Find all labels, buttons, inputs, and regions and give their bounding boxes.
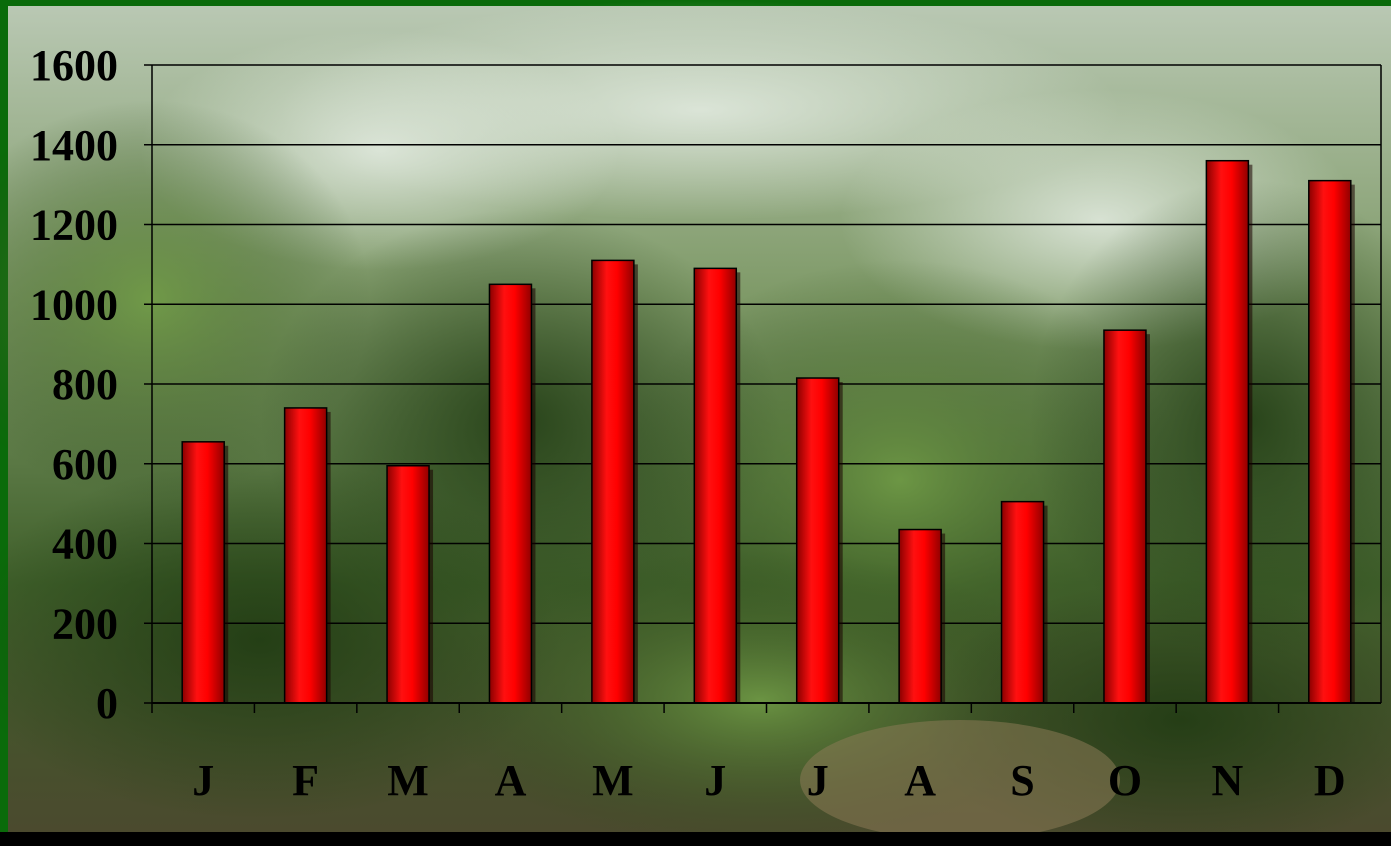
bar-1 xyxy=(283,407,328,704)
bar-10 xyxy=(1205,159,1250,704)
bar-2 xyxy=(386,464,430,704)
grid-lines xyxy=(152,64,1381,624)
y-tick-label: 1400 xyxy=(30,121,118,170)
bar-0 xyxy=(181,441,225,704)
axes xyxy=(144,64,1382,713)
y-axis-ticks: 0 200 400 600 800 1000 1200 1400 1600 xyxy=(30,41,118,728)
x-category-label: S xyxy=(1010,756,1034,805)
bar-4 xyxy=(591,259,635,704)
x-category-label: O xyxy=(1108,756,1142,805)
bar-6 xyxy=(795,377,840,704)
y-tick-label: 800 xyxy=(52,360,118,409)
bar-11 xyxy=(1308,179,1352,704)
x-category-label: J xyxy=(807,756,829,805)
y-tick-label: 600 xyxy=(52,440,118,489)
bars xyxy=(181,159,1355,704)
bar-8 xyxy=(1000,500,1045,704)
y-tick-label: 400 xyxy=(52,520,118,569)
x-category-label: J xyxy=(192,756,214,805)
x-category-label: F xyxy=(292,756,319,805)
bar-7 xyxy=(898,528,942,704)
x-category-label: A xyxy=(495,756,527,805)
x-category-label: D xyxy=(1314,756,1346,805)
y-tick-label: 1000 xyxy=(30,280,118,329)
y-tick-label: 1200 xyxy=(30,201,118,250)
x-category-label: M xyxy=(592,756,634,805)
bar-9 xyxy=(1103,329,1147,704)
x-category-label: A xyxy=(904,756,936,805)
x-category-label: M xyxy=(387,756,429,805)
bar-5 xyxy=(693,267,738,704)
x-category-label: J xyxy=(704,756,726,805)
bar-3 xyxy=(488,283,533,704)
y-tick-label: 0 xyxy=(96,679,118,728)
y-tick-label: 1600 xyxy=(30,41,118,90)
x-category-label: N xyxy=(1211,756,1243,805)
y-tick-label: 200 xyxy=(52,599,118,648)
